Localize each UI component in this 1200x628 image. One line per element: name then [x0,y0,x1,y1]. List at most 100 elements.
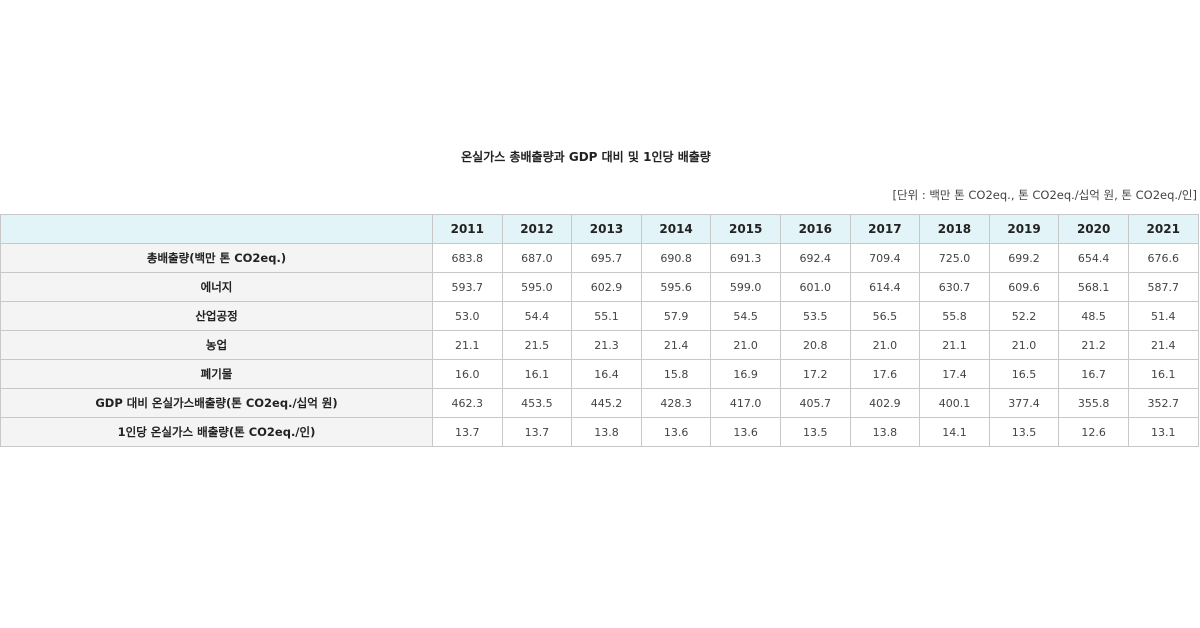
table-cell: 17.4 [919,359,990,389]
row-label: 폐기물 [0,359,433,389]
column-header-2018: 2018 [919,214,990,244]
unit-note: [단위 : 백만 톤 CO2eq., 톤 CO2eq./십억 원, 톤 CO2e… [892,188,1197,202]
table-cell: 21.0 [849,330,921,360]
table-cell: 21.4 [1127,330,1199,360]
table-row: 산업공정 53.0 54.4 55.1 57.9 54.5 53.5 56.5 55.8 52.2… [0,301,1199,331]
table-title: 온실가스 총배출량과 GDP 대비 및 1인당 배출량 [461,150,711,164]
row-label: 총배출량(백만 톤 CO2eq.) [0,243,433,273]
table-cell: 602.9 [571,272,642,302]
header-row: 2011 2012 2013 2014 2015 2016 2017 2018 2019 2020… [0,214,1199,244]
table-cell: 593.7 [432,272,503,302]
column-header-2015: 2015 [710,214,781,244]
table-cell: 352.7 [1127,388,1199,418]
column-header-2017: 2017 [849,214,921,244]
table-cell: 601.0 [779,272,851,302]
table-body: 총배출량(백만 톤 CO2eq.) 683.8 687.0 695.7 690.8 691… [0,243,1199,447]
table-cell: 13.8 [849,417,921,447]
table-cell: 13.5 [988,417,1060,447]
table-cell: 14.1 [919,417,990,447]
table-cell: 453.5 [501,388,573,418]
table-cell: 21.4 [640,330,712,360]
emissions-table: 2011 2012 2013 2014 2015 2016 2017 2018 2019 2020… [0,214,1199,447]
table-cell: 13.5 [779,417,851,447]
table-cell: 377.4 [988,388,1060,418]
column-header-2020: 2020 [1058,214,1129,244]
row-label: GDP 대비 온실가스배출량(톤 CO2eq./십억 원) [0,388,433,418]
header-corner-cell [0,214,433,244]
table-cell: 16.1 [1127,359,1199,389]
table-cell: 428.3 [640,388,712,418]
table-cell: 654.4 [1058,243,1129,273]
table-cell: 13.7 [501,417,573,447]
table-row: 총배출량(백만 톤 CO2eq.) 683.8 687.0 695.7 690.8 691… [0,243,1199,273]
table-row: 폐기물 16.0 16.1 16.4 15.8 16.9 17.2 17.6 17.4 16.5 1… [0,359,1199,389]
table-cell: 51.4 [1127,301,1199,331]
table-cell: 687.0 [501,243,573,273]
table-cell: 599.0 [710,272,781,302]
column-header-2021: 2021 [1127,214,1199,244]
table-cell: 16.5 [988,359,1060,389]
table-cell: 21.3 [571,330,642,360]
row-label: 1인당 온실가스 배출량(톤 CO2eq./인) [0,417,433,447]
table-cell: 683.8 [432,243,503,273]
table-row: 에너지 593.7 595.0 602.9 595.6 599.0 601.0 614.4 63… [0,272,1199,302]
table-cell: 21.0 [988,330,1060,360]
table-cell: 355.8 [1058,388,1129,418]
row-label: 농업 [0,330,433,360]
column-header-2011: 2011 [432,214,503,244]
table-cell: 15.8 [640,359,712,389]
table-cell: 13.1 [1127,417,1199,447]
table-cell: 614.4 [849,272,921,302]
table-cell: 21.5 [501,330,573,360]
table-cell: 13.7 [432,417,503,447]
table-cell: 12.6 [1058,417,1129,447]
table-row: GDP 대비 온실가스배출량(톤 CO2eq./십억 원) 462.3 453.5 4… [0,388,1199,418]
row-label: 에너지 [0,272,433,302]
table-cell: 690.8 [640,243,712,273]
column-header-2014: 2014 [640,214,712,244]
table-cell: 53.5 [779,301,851,331]
table-cell: 16.4 [571,359,642,389]
table-cell: 691.3 [710,243,781,273]
table-cell: 55.1 [571,301,642,331]
table-cell: 20.8 [779,330,851,360]
table-cell: 48.5 [1058,301,1129,331]
table-cell: 21.1 [432,330,503,360]
table-row: 1인당 온실가스 배출량(톤 CO2eq./인) 13.7 13.7 13.8 13.6… [0,417,1199,447]
table-cell: 417.0 [710,388,781,418]
table-cell: 17.6 [849,359,921,389]
table-cell: 21.0 [710,330,781,360]
table-cell: 709.4 [849,243,921,273]
column-header-2012: 2012 [501,214,573,244]
table-cell: 53.0 [432,301,503,331]
table-cell: 13.6 [710,417,781,447]
table-cell: 21.2 [1058,330,1129,360]
column-header-2016: 2016 [779,214,851,244]
table-cell: 400.1 [919,388,990,418]
table-cell: 16.7 [1058,359,1129,389]
row-label: 산업공정 [0,301,433,331]
table-cell: 16.1 [501,359,573,389]
table-cell: 17.2 [779,359,851,389]
table-cell: 587.7 [1127,272,1199,302]
table-cell: 695.7 [571,243,642,273]
table-cell: 692.4 [779,243,851,273]
table-cell: 699.2 [988,243,1060,273]
table-cell: 16.9 [710,359,781,389]
table-cell: 676.6 [1127,243,1199,273]
column-header-2013: 2013 [571,214,642,244]
table-cell: 16.0 [432,359,503,389]
table-cell: 568.1 [1058,272,1129,302]
table-cell: 56.5 [849,301,921,331]
table-cell: 13.8 [571,417,642,447]
table-cell: 630.7 [919,272,990,302]
table-cell: 13.6 [640,417,712,447]
table-cell: 57.9 [640,301,712,331]
table-cell: 52.2 [988,301,1060,331]
table-cell: 402.9 [849,388,921,418]
table-cell: 462.3 [432,388,503,418]
table-row: 농업 21.1 21.5 21.3 21.4 21.0 20.8 21.0 21.1 21.0 21… [0,330,1199,360]
column-header-2019: 2019 [988,214,1060,244]
table-cell: 595.6 [640,272,712,302]
